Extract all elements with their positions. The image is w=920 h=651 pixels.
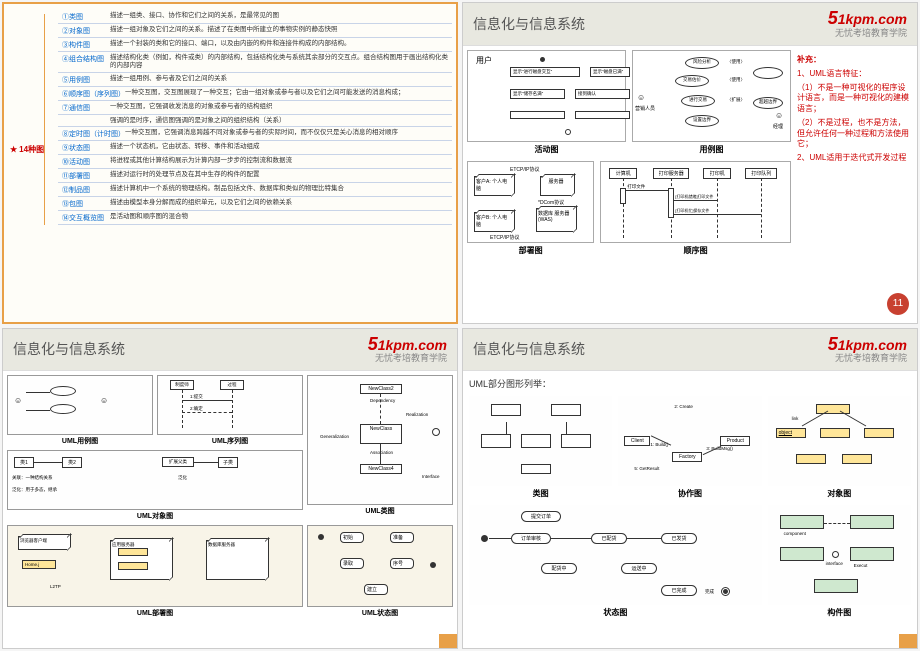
branch-label: ③构件图 (58, 40, 110, 50)
branch-desc: 描述一组用例、参与者及它们之间的关系 (110, 75, 452, 83)
class-diagram (469, 396, 612, 486)
mindmap-branch: ⑫制品图描述计算机中一个系统的物理结构。制品包括文件、数据库和类似的物理比特集合 (58, 185, 452, 197)
slide-header: 信息化与信息系统 51kpm.com 无忧考培教育学院 (463, 3, 917, 46)
state-diagram: 提交订单 订单审核 已配货 已发货 配货中 运送中 已完成 完成 (469, 505, 762, 605)
mindmap-branch: ⑪部署图描述对运行时的处理节点及在其中生存的构件的配置 (58, 171, 452, 183)
slide-3-body: ☺ ☺ UML用例图 制度师 过程 (3, 371, 457, 622)
branch-desc: 将进程或其他计算结构展示为计算内部一步步的控制流和数据流 (110, 157, 452, 165)
collab-diagram: Client Factory Product 2: Create 1: Buil… (618, 396, 761, 486)
mindmap-branch: ⑨状态图描述一个状态机，它由状态、转移、事件和活动组成 (58, 143, 452, 155)
branch-label: ⑦通信图 (58, 103, 110, 113)
object-diagram: object link (768, 396, 911, 486)
branch-label: ⑨状态图 (58, 143, 110, 153)
branch-label: ⑩活动图 (58, 157, 110, 167)
uml-class-box: NewClass2 NewClass NewClass4 Dependency … (307, 375, 453, 505)
branch-label: ⑬包图 (58, 199, 110, 209)
slide-2-body: 用户 显示"进行磁盘交互" 显示"磁盘已满" 显示"储存名满" 接到确认 活动图 (463, 46, 917, 266)
branch-desc: 一种交互图，交互图展现了一种交互；它由一组对象或参与者以及它们之间可能发送的消息… (125, 89, 452, 97)
branch-desc: 描述计算机中一个系统的物理结构。制品包括文件、数据库和类似的物理比特集合 (110, 185, 452, 193)
branch-label: ⑤用例图 (58, 75, 110, 85)
slide-4-body: UML部分图形列举： 类图 (463, 371, 917, 624)
branch-label: ⑥顺序图（序列图） (58, 89, 125, 99)
mindmap-root: 14种图 (10, 144, 44, 155)
slide-title: 信息化与信息系统 (473, 339, 585, 359)
branch-desc: 描述对运行时的处理节点及在其中生存的构件的配置 (110, 171, 452, 179)
branch-label: ⑧定时图（计时图） (58, 129, 125, 139)
branch-desc: 描述一个状态机，它由状态、转移、事件和活动组成 (110, 143, 452, 151)
uml-usecase-box: ☺ ☺ (7, 375, 153, 435)
branch-desc: 一种交互图，它强调消息跨越不同对象或参与者的实际时间，而不仅仅只是关心消息的相对… (125, 129, 452, 137)
branch-desc: 描述一组类、接口、协作和它们之间的关系，是最常见的图 (110, 12, 452, 20)
mindmap-connector (44, 14, 54, 225)
branch-desc: 描述由模型本身分解而成的组织单元，以及它们之间的依赖关系 (110, 199, 452, 207)
diagram-label: 活动图 (467, 144, 626, 155)
branch-label: ④组合结构图 (58, 54, 110, 64)
component-diagram: component Execut interface (768, 505, 911, 605)
slide-header: 信息化与信息系统 51kpm.com 无忧考培教育学院 (463, 329, 917, 372)
notes-panel: 补充： 1、UML语言特征： （1）不是一种可视化的程序设计语言，而是一种可视化… (795, 50, 913, 262)
mindmap-branches: ①类图描述一组类、接口、协作和它们之间的关系，是最常见的图②对象图描述一组对象及… (58, 12, 452, 225)
mindmap-branch: ①类图描述一组类、接口、协作和它们之间的关系，是最常见的图 (58, 12, 452, 24)
branch-label: ②对象图 (58, 26, 110, 36)
branch-label: ⑪部署图 (58, 171, 110, 181)
mindmap-branch: ②对象图描述一组对象及它们之间的关系。描述了在类图中所建立的事物实例的静态快照 (58, 26, 452, 38)
slide-title: 信息化与信息系统 (473, 14, 585, 34)
logo: 51kpm.com 无忧考培教育学院 (828, 335, 907, 365)
slide-3: 信息化与信息系统 51kpm.com 无忧考培教育学院 ☺ ☺ UML用 (2, 328, 458, 650)
branch-desc: 是活动图和顺序图的混合物 (110, 213, 452, 221)
corner-accent (899, 634, 917, 648)
mindmap-branch: 强调的是时序，通信图强调的是对象之间的组织结构（关系） (58, 117, 452, 127)
branch-desc: 描述一组对象及它们之间的关系。描述了在类图中所建立的事物实例的静态快照 (110, 26, 452, 34)
diagram-label: 部署图 (467, 245, 594, 256)
branch-desc: 强调的是时序，通信图强调的是对象之间的组织结构（关系） (110, 117, 452, 125)
uml-relations-box: 类1 类2 关联：一种结构关系 泛化：用于多态，继承 扩展父类 子类 泛化 (7, 450, 303, 510)
slide-title: 信息化与信息系统 (13, 339, 125, 359)
mindmap-branch: ⑥顺序图（序列图）一种交互图，交互图展现了一种交互；它由一组对象或参与者以及它们… (58, 89, 452, 101)
branch-desc: 描述一个封装的类和它的接口、端口，以及由内嵌的构件和连接件构成的内部结构。 (110, 40, 452, 48)
mindmap-branch: ⑦通信图一种交互图，它强调收发消息的对象或参与者的结构组织 (58, 103, 452, 115)
mindmap-branch: ⑧定时图（计时图）一种交互图，它强调消息跨越不同对象或参与者的实际时间，而不仅仅… (58, 129, 452, 141)
uml-deploy-box: 浏览器客户端 应用服务器 Home.j 数据库服务器 L2TP (7, 525, 303, 607)
mindmap-branch: ⑩活动图将进程或其他计算结构展示为计算内部一步步的控制流和数据流 (58, 157, 452, 169)
branch-desc: 描述结构化类（例如，构件或类）的内部结构，包括结构化类与系统其余部分的交互点。组… (110, 54, 452, 71)
page-number-badge: 11 (887, 293, 909, 315)
mindmap: 14种图 ①类图描述一组类、接口、协作和它们之间的关系，是最常见的图②对象图描述… (4, 4, 456, 235)
deployment-diagram: ETCP/IP协议 客户A: 个人电脑 服务器 客户B: 个人电脑 数据库 服务… (467, 161, 594, 243)
diagrams-area: 用户 显示"进行磁盘交互" 显示"磁盘已满" 显示"储存名满" 接到确认 活动图 (467, 50, 791, 262)
slide-2: 信息化与信息系统 51kpm.com 无忧考培教育学院 用户 显示"进行磁盘交互… (462, 2, 918, 324)
sequence-diagram: 计算机 打印服务器 打印机 打印队列 打印文件 [打印机就绪]打印文件 (600, 161, 791, 243)
slide-4: 信息化与信息系统 51kpm.com 无忧考培教育学院 UML部分图形列举： (462, 328, 918, 650)
branch-desc: 一种交互图，它强调收发消息的对象或参与者的结构组织 (110, 103, 452, 111)
corner-accent (439, 634, 457, 648)
diagram-label: 顺序图 (600, 245, 791, 256)
branch-label: ⑭交互概览图 (58, 213, 110, 223)
slide-header: 信息化与信息系统 51kpm.com 无忧考培教育学院 (3, 329, 457, 372)
activity-diagram: 用户 显示"进行磁盘交互" 显示"磁盘已满" 显示"储存名满" 接到确认 (467, 50, 626, 142)
notes-title: 补充： (797, 54, 911, 65)
mindmap-branch: ⑤用例图描述一组用例、参与者及它们之间的关系 (58, 75, 452, 87)
mindmap-branch: ⑬包图描述由模型本身分解而成的组织单元，以及它们之间的依赖关系 (58, 199, 452, 211)
mindmap-branch: ③构件图描述一个封装的类和它的接口、端口，以及由内嵌的构件和连接件构成的内部结构… (58, 40, 452, 52)
uml-sequence-box: 制度师 过程 1:提交 2:确定 (157, 375, 303, 435)
diagram-label: 用例图 (632, 144, 791, 155)
branch-label: ①类图 (58, 12, 110, 22)
mindmap-branch: ④组合结构图描述结构化类（例如，构件或类）的内部结构，包括结构化类与系统其余部分… (58, 54, 452, 73)
slide-1-mindmap: 14种图 ①类图描述一组类、接口、协作和它们之间的关系，是最常见的图②对象图描述… (2, 2, 458, 324)
logo: 51kpm.com 无忧考培教育学院 (828, 9, 907, 39)
mindmap-branch: ⑭交互概览图是活动图和顺序图的混合物 (58, 213, 452, 225)
logo: 51kpm.com 无忧考培教育学院 (368, 335, 447, 365)
uml-state-box: 初始 准备 录取 序号 建立 (307, 525, 453, 607)
usecase-diagram: ☺ 营销人员 风险分析 交易估价 进行交易 设置边界 〈使用〉 〈使用〉 〈扩展… (632, 50, 791, 142)
branch-label: ⑫制品图 (58, 185, 110, 195)
subtitle: UML部分图形列举： (469, 377, 911, 390)
